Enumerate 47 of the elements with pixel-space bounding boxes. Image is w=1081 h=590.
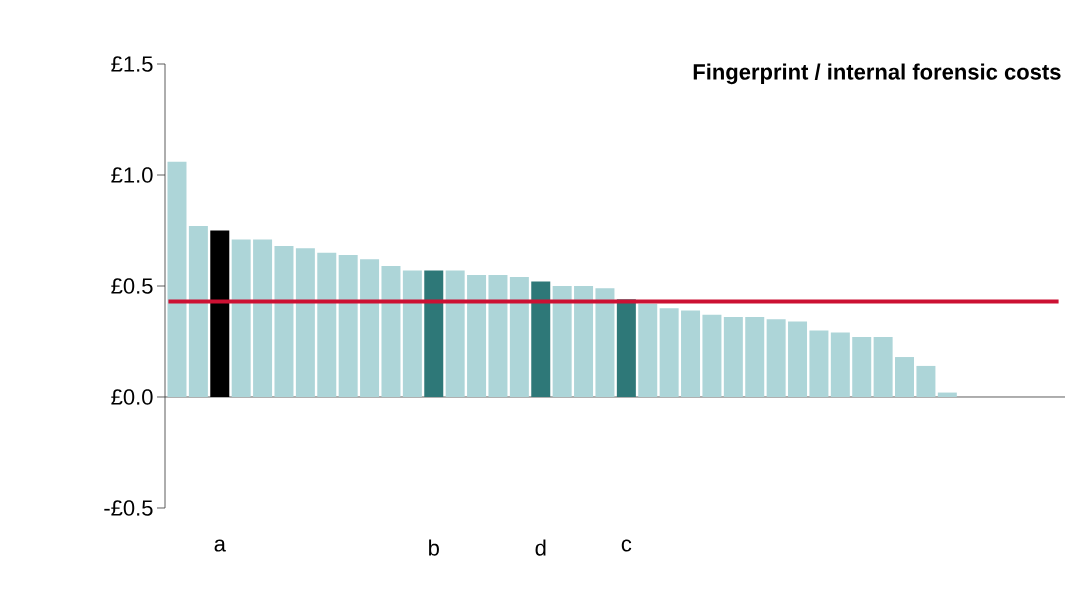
x-tick-label: c: [621, 539, 632, 552]
x-tick-label: a: [214, 539, 226, 552]
bar: [167, 161, 187, 397]
x-tick-label: d: [535, 539, 546, 556]
bar: [188, 226, 208, 397]
bar: [852, 337, 872, 397]
bar: [445, 270, 465, 397]
bar: [360, 259, 380, 397]
bar: [488, 274, 508, 397]
bar: [702, 314, 722, 397]
bar: [895, 357, 915, 397]
bar: [809, 330, 829, 397]
bar: [381, 266, 401, 397]
bar: [509, 277, 529, 397]
bar: [574, 286, 594, 397]
x-tick-label: b: [429, 539, 439, 556]
bar: [659, 308, 679, 397]
y-tick-label: £1.5: [111, 56, 153, 72]
bar: [788, 321, 808, 397]
bar: [338, 254, 358, 397]
bar: [210, 230, 230, 397]
bar: [424, 270, 444, 397]
bar: [873, 337, 893, 397]
bar: [916, 365, 936, 397]
bar: [723, 317, 743, 397]
bar: [253, 239, 273, 397]
y-tick-label: £0.0: [111, 389, 153, 405]
bar: [552, 286, 572, 397]
bar: [317, 252, 337, 397]
bar: [681, 310, 701, 397]
bar: [467, 274, 487, 397]
chart-title: Fingerprint / internal forensic costs: [693, 63, 1061, 85]
bar: [531, 281, 551, 397]
y-tick-label: -£0.5: [104, 500, 153, 516]
bar: [402, 270, 422, 397]
bar: [830, 332, 850, 397]
y-tick-label: £0.5: [111, 278, 153, 294]
bar: [295, 248, 315, 397]
bar: [595, 288, 615, 397]
bar: [766, 319, 786, 397]
bar: [616, 299, 636, 397]
bar: [231, 239, 251, 397]
bar: [745, 317, 765, 397]
y-tick-label: £1.0: [111, 167, 153, 183]
bar: [274, 246, 294, 397]
bar: [638, 303, 658, 397]
bar: [937, 392, 957, 397]
